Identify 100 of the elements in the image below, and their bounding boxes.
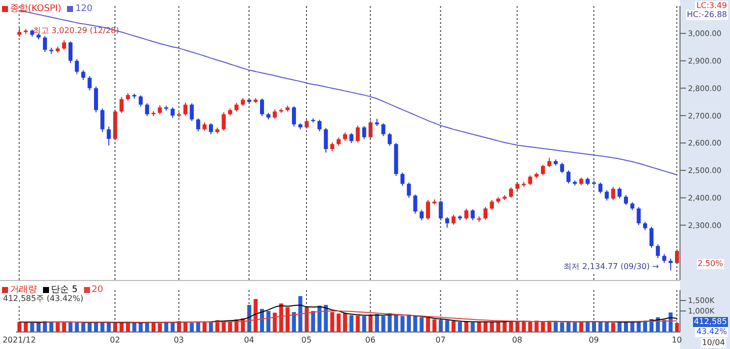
candlestick <box>381 122 386 137</box>
candlestick <box>566 170 570 184</box>
bar <box>30 322 34 332</box>
bar <box>420 317 424 332</box>
bar <box>400 316 404 332</box>
candlestick <box>100 108 104 133</box>
candlestick <box>406 182 411 198</box>
bar <box>349 315 354 332</box>
text: 412,585 <box>692 317 728 327</box>
bar <box>554 322 558 332</box>
bar <box>426 318 430 332</box>
bar <box>458 322 462 332</box>
candlestick <box>138 94 143 108</box>
bar <box>362 316 366 332</box>
bar <box>611 322 616 332</box>
candlestick <box>547 157 552 168</box>
x-tick-label: 2021/12 <box>2 336 36 345</box>
candlestick <box>662 253 666 264</box>
bar <box>406 314 411 332</box>
candlestick <box>604 190 609 202</box>
candlestick <box>540 164 545 176</box>
x-tick-label: 04 <box>244 336 254 345</box>
bar <box>286 307 290 332</box>
candlestick <box>470 208 475 221</box>
bar <box>272 312 277 332</box>
x-tick-label: 10 <box>672 336 682 345</box>
candlestick <box>598 182 602 194</box>
candlestick <box>413 194 418 214</box>
bar <box>432 319 436 332</box>
text: 43.42% <box>695 327 728 337</box>
bar <box>586 322 590 332</box>
bar <box>381 316 386 332</box>
candlestick <box>292 106 296 128</box>
bar <box>183 322 188 332</box>
bar <box>120 322 124 332</box>
candlestick <box>190 102 194 122</box>
candlestick <box>183 102 188 116</box>
bar <box>598 322 602 332</box>
bar <box>254 299 258 332</box>
text: LC:3.49 <box>695 1 728 11</box>
bar <box>68 322 72 332</box>
bar <box>126 323 130 332</box>
bar <box>540 322 545 332</box>
bar <box>374 314 379 332</box>
legend-label: 거래량 <box>10 284 37 295</box>
candlestick <box>222 112 226 132</box>
bar <box>572 322 577 332</box>
candlestick <box>624 194 628 206</box>
candlestick <box>196 118 200 132</box>
candlestick <box>464 208 468 220</box>
bar <box>279 303 284 332</box>
bar <box>324 304 328 332</box>
candlestick <box>106 126 111 146</box>
bar <box>528 322 532 332</box>
candlestick <box>68 41 72 64</box>
annotation: 412,585주 (43.42%) <box>2 294 84 304</box>
bar <box>138 322 143 332</box>
candlestick <box>74 58 79 74</box>
candlestick <box>668 258 673 271</box>
x-tick-label: 07 <box>435 336 446 345</box>
bar <box>81 322 86 332</box>
bar <box>630 322 634 332</box>
bar <box>560 322 564 332</box>
candlestick <box>324 127 328 154</box>
x-tick-label: 06 <box>365 336 376 345</box>
text: 2.50% <box>696 259 724 270</box>
x-tick-label: 03 <box>174 336 184 345</box>
x-tick-label: 02 <box>110 336 120 345</box>
candlestick <box>483 206 488 220</box>
candlestick <box>356 124 360 143</box>
bar <box>604 322 609 332</box>
text: 10/04 <box>700 338 726 348</box>
candlestick <box>649 226 654 248</box>
candlestick <box>42 36 47 53</box>
candlestick <box>490 199 494 210</box>
candlestick <box>362 126 366 140</box>
bar <box>343 313 348 332</box>
candlestick <box>445 216 450 228</box>
line-series <box>18 310 678 323</box>
bar <box>624 322 628 332</box>
bar <box>228 322 232 332</box>
candlestick <box>388 132 392 146</box>
bar <box>394 315 398 332</box>
bar <box>190 322 194 332</box>
candlestick <box>120 96 124 114</box>
candlestick <box>62 40 66 50</box>
bar <box>522 322 526 332</box>
bar <box>311 311 316 332</box>
bar <box>74 322 79 332</box>
candlestick <box>560 162 564 174</box>
bar <box>292 312 296 332</box>
bar <box>445 320 450 332</box>
candlestick <box>618 186 622 199</box>
bar <box>298 296 302 332</box>
candlestick <box>260 98 264 117</box>
bar <box>356 316 360 332</box>
bar <box>202 322 207 332</box>
annotation: 최고 3,020.29 (12/28) <box>32 26 120 36</box>
candlestick <box>272 109 277 120</box>
candlestick <box>426 199 430 220</box>
